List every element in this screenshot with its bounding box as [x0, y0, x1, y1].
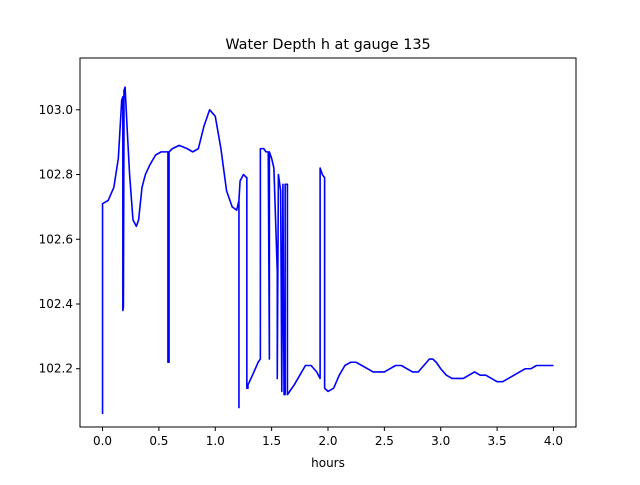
- series-line-water-depth: [101, 86, 554, 415]
- x-tick-label: 1.0: [206, 434, 225, 448]
- y-tick-label: 102.2: [39, 362, 73, 376]
- x-tick-label: 0.5: [149, 434, 168, 448]
- y-tick-label: 102.6: [39, 232, 73, 246]
- x-tick-label: 2.5: [375, 434, 394, 448]
- y-tick-label: 103.0: [39, 103, 73, 117]
- y-axis: 102.2 102.4 102.6 102.8 103.0: [39, 103, 80, 376]
- x-axis-title: hours: [311, 456, 345, 470]
- x-tick-label: 3.5: [488, 434, 507, 448]
- y-tick-label: 102.8: [39, 168, 73, 182]
- x-tick-label: 4.0: [544, 434, 563, 448]
- y-tick-label: 102.4: [39, 297, 73, 311]
- x-tick-label: 3.0: [431, 434, 450, 448]
- x-tick-label: 0.0: [93, 434, 112, 448]
- x-tick-label: 1.5: [262, 434, 281, 448]
- x-tick-label: 2.0: [318, 434, 337, 448]
- chart-title: Water Depth h at gauge 135: [225, 37, 430, 53]
- x-axis: 0.0 0.5 1.0 1.5 2.0 2.5 3.0 3.5 4.0: [93, 427, 563, 448]
